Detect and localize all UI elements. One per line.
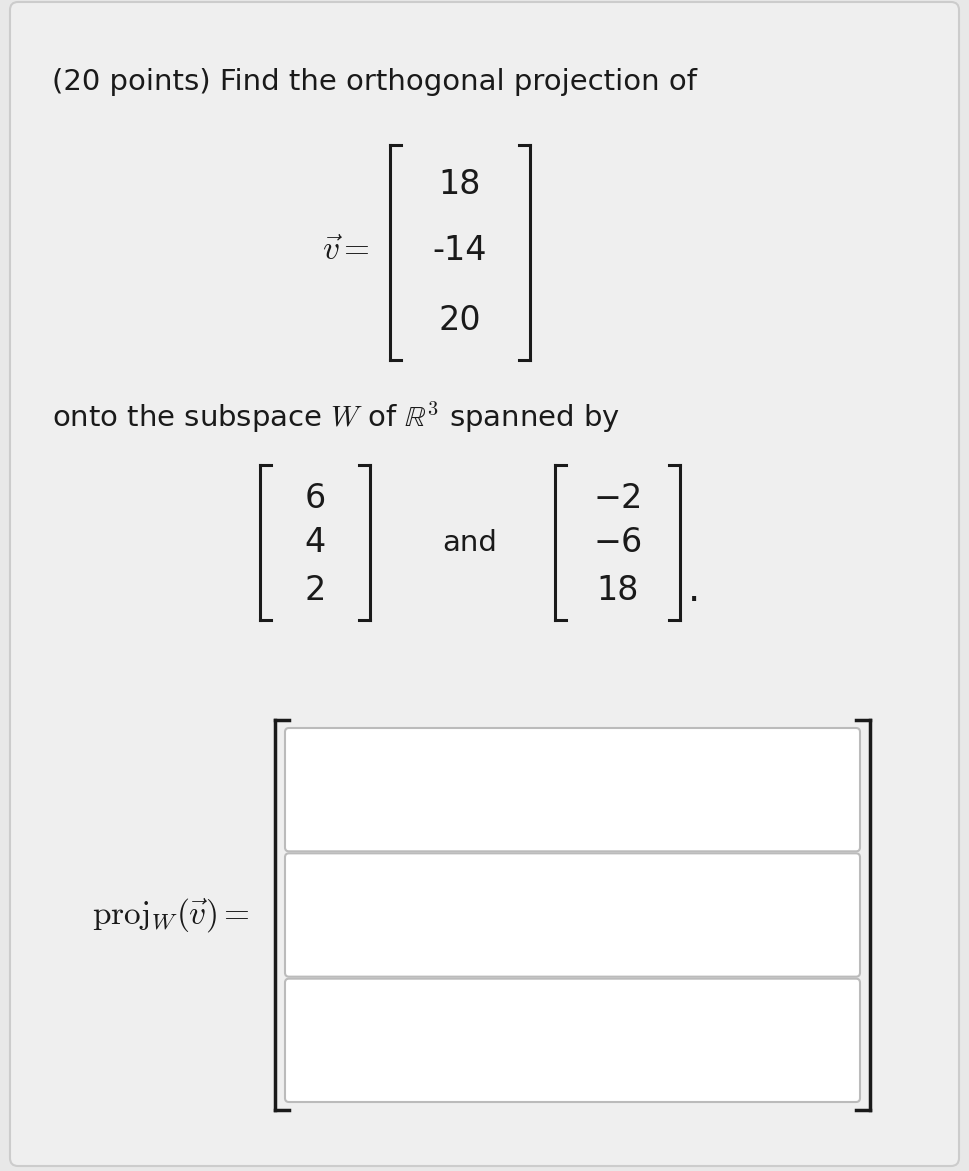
Text: 2: 2 [304, 574, 326, 607]
Text: 18: 18 [439, 169, 482, 201]
Text: 4: 4 [304, 527, 326, 560]
Text: onto the subspace $W$ of $\mathbb{R}^3$ spanned by: onto the subspace $W$ of $\mathbb{R}^3$ … [52, 400, 620, 436]
Text: 6: 6 [304, 481, 326, 514]
FancyBboxPatch shape [285, 979, 860, 1102]
Text: (20 points) Find the orthogonal projection of: (20 points) Find the orthogonal projecti… [52, 68, 697, 96]
FancyBboxPatch shape [285, 854, 860, 977]
Text: $\vec{v}=$: $\vec{v}=$ [322, 233, 370, 267]
Text: −6: −6 [593, 527, 642, 560]
Text: 20: 20 [439, 303, 482, 336]
FancyBboxPatch shape [285, 728, 860, 851]
Text: and: and [443, 529, 497, 557]
Text: 18: 18 [597, 574, 640, 607]
FancyBboxPatch shape [10, 2, 959, 1166]
Text: .: . [688, 571, 701, 609]
Text: -14: -14 [433, 233, 487, 267]
Text: −2: −2 [593, 481, 642, 514]
Text: $\mathrm{proj}_W(\vec{v})=$: $\mathrm{proj}_W(\vec{v})=$ [92, 896, 250, 934]
